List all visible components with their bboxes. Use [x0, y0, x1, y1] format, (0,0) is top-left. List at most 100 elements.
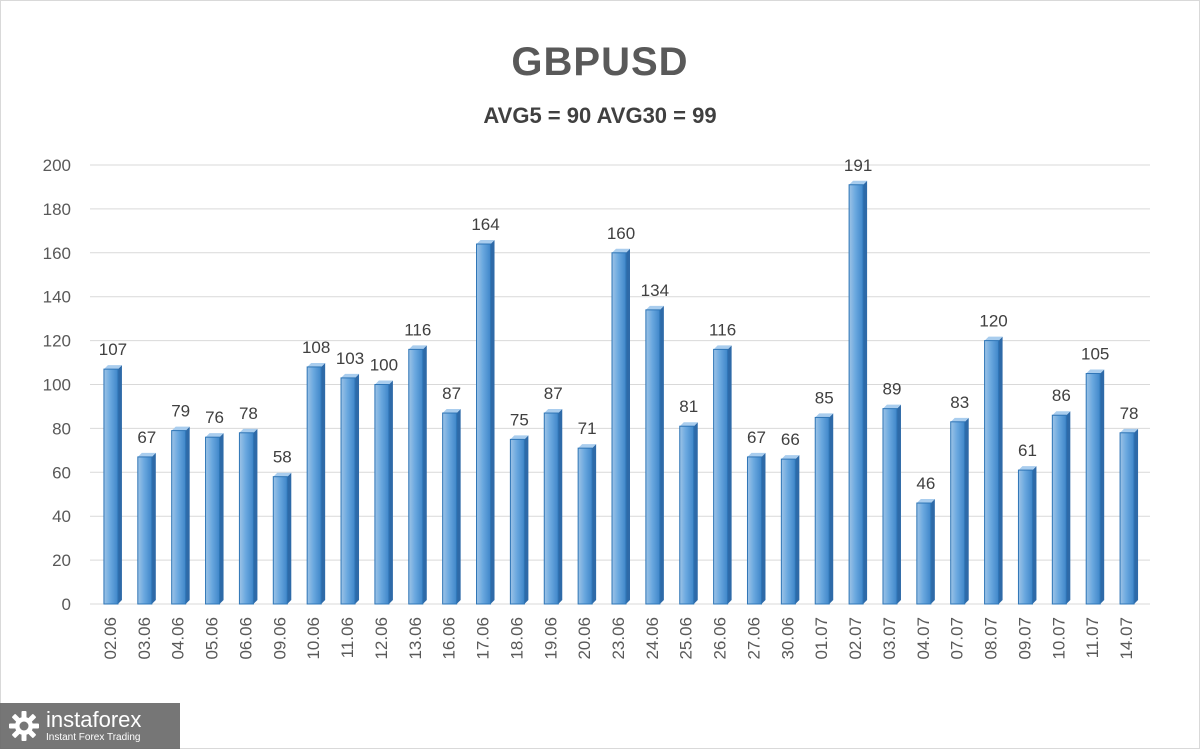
bar-side	[456, 409, 461, 604]
data-label: 107	[99, 340, 127, 359]
data-label: 83	[950, 393, 969, 412]
x-axis-ticks: 02.06 03.06 04.06 05.06 06.06 09.06 10.06 11.06…	[101, 617, 1136, 660]
bar-top	[781, 455, 800, 460]
bar-top	[171, 426, 190, 431]
y-tick-label: 160	[43, 244, 71, 263]
data-label: 85	[815, 388, 834, 407]
bar-side	[422, 345, 427, 604]
x-tick-label: 23.06	[609, 617, 628, 660]
bar-top	[713, 345, 732, 350]
y-tick-label: 20	[52, 551, 71, 570]
bar-top	[544, 409, 563, 414]
x-tick-label: 04.07	[914, 617, 933, 660]
bar-side	[253, 428, 258, 604]
bar	[238, 432, 254, 605]
bar-side	[626, 248, 630, 605]
x-tick-label: 02.07	[846, 617, 865, 660]
x-tick-label: 27.06	[744, 617, 763, 660]
y-tick-label: 40	[52, 507, 71, 526]
bar	[340, 377, 356, 605]
bar-side	[930, 499, 935, 604]
bar	[272, 476, 288, 605]
bar-top	[882, 404, 901, 409]
data-label: 79	[171, 402, 190, 421]
bar	[645, 309, 661, 605]
y-tick-label: 140	[43, 288, 71, 307]
y-tick-label: 0	[62, 595, 71, 614]
data-label: 164	[471, 215, 499, 234]
bar	[476, 243, 492, 605]
data-label: 87	[442, 384, 461, 403]
bar-top	[747, 452, 766, 457]
x-tick-label: 08.07	[982, 617, 1001, 660]
x-tick-label: 03.07	[880, 617, 899, 660]
y-tick-label: 60	[52, 463, 71, 482]
bar-top	[1086, 369, 1105, 374]
bar-top	[137, 452, 156, 457]
bar-side	[321, 362, 326, 604]
bar-top	[307, 362, 326, 367]
bar-side	[863, 180, 868, 604]
bar-side	[761, 452, 766, 604]
data-label: 100	[370, 356, 398, 375]
bar	[442, 412, 458, 605]
bar	[679, 425, 695, 605]
bar	[408, 348, 424, 605]
bar-side	[490, 240, 495, 604]
bar-top	[679, 422, 698, 427]
x-tick-label: 03.06	[135, 617, 154, 660]
data-label: 46	[916, 474, 935, 493]
bar	[577, 447, 593, 605]
data-label: 105	[1081, 345, 1109, 364]
x-tick-label: 18.06	[507, 617, 526, 660]
bar-side	[151, 452, 156, 604]
bar-side	[964, 417, 969, 604]
bar-side	[693, 422, 698, 604]
x-tick-label: 01.07	[812, 617, 831, 660]
bar-side	[998, 336, 1003, 604]
bar-side	[829, 413, 834, 604]
x-tick-label: 04.06	[169, 617, 188, 660]
data-label: 67	[747, 428, 766, 447]
bar-top	[984, 336, 1003, 341]
data-label: 61	[1018, 441, 1037, 460]
bar-side	[1134, 428, 1139, 604]
data-labels: 107 67 79 76 78 58 108 103 100 116 87 164 75 87 71 160 1…	[99, 156, 1139, 493]
bar-top	[476, 240, 495, 245]
bar-top	[645, 305, 664, 310]
bar-side	[185, 426, 190, 604]
bar	[950, 421, 966, 605]
bar	[611, 252, 627, 605]
bar	[916, 502, 932, 605]
bar	[1119, 432, 1135, 605]
data-label: 103	[336, 349, 364, 368]
bar-side	[117, 365, 122, 604]
x-tick-label: 24.06	[643, 617, 662, 660]
bar	[374, 384, 390, 605]
gear-icon	[9, 711, 39, 741]
bar-top	[341, 373, 360, 378]
bar-top	[273, 472, 292, 477]
bar-side	[795, 455, 800, 604]
bar	[509, 438, 525, 605]
x-tick-label: 11.07	[1083, 617, 1102, 658]
data-label: 191	[844, 156, 872, 175]
bar	[1085, 373, 1101, 605]
x-tick-label: 26.06	[711, 617, 730, 660]
bar	[171, 430, 187, 605]
bar-top	[1120, 428, 1139, 433]
bar-top	[103, 365, 122, 370]
y-axis-ticks: 0 20 40 60 80 100 120 140 160 180 200	[43, 156, 71, 614]
bar-top	[510, 435, 529, 440]
data-label: 120	[979, 312, 1007, 331]
bar-side	[355, 373, 360, 604]
x-tick-label: 09.07	[1015, 617, 1034, 660]
chart-subtitle: AVG5 = 90 AVG30 = 99	[483, 103, 717, 128]
bar-side	[592, 444, 597, 604]
data-label: 78	[239, 404, 258, 423]
bar-side	[659, 305, 664, 604]
data-label: 116	[404, 320, 431, 339]
chart-title: GBPUSD	[511, 40, 689, 84]
x-tick-label: 10.06	[304, 617, 323, 660]
